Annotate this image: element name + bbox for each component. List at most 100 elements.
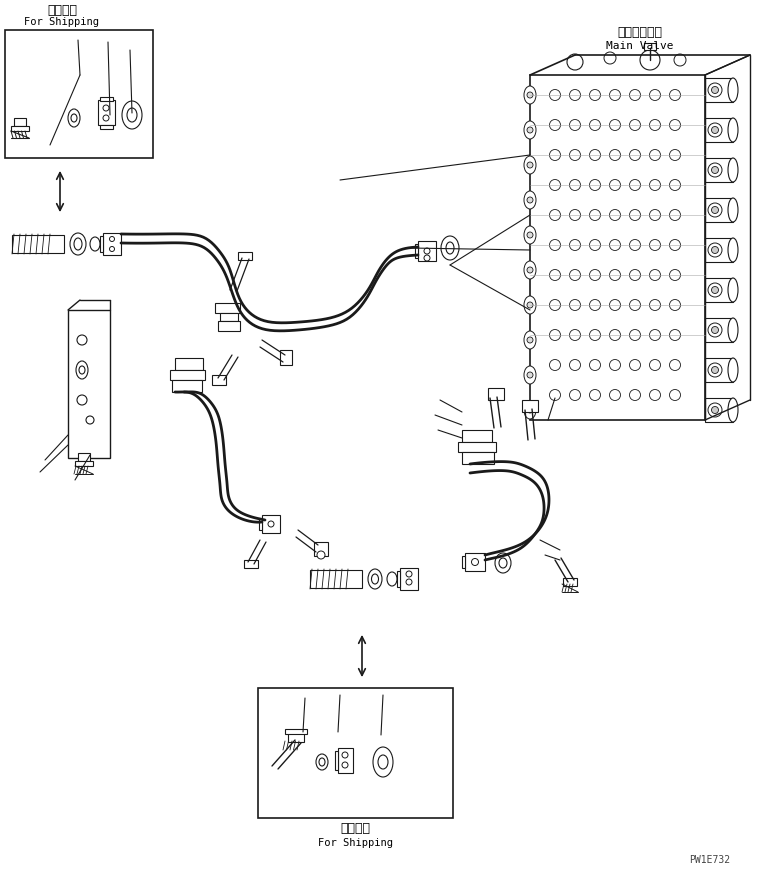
Bar [285, 729, 307, 734]
Ellipse shape [524, 121, 536, 139]
Text: For Shipping: For Shipping [24, 17, 99, 27]
Circle shape [569, 90, 581, 100]
Circle shape [424, 248, 430, 254]
Bar [259, 518, 262, 530]
Circle shape [590, 300, 600, 310]
Bar [98, 100, 115, 125]
Bar [175, 358, 203, 370]
Circle shape [708, 363, 722, 377]
Circle shape [590, 119, 600, 131]
Ellipse shape [728, 198, 738, 222]
Bar [462, 430, 492, 442]
Circle shape [650, 360, 660, 370]
Circle shape [590, 269, 600, 280]
Ellipse shape [122, 101, 142, 129]
Bar [522, 400, 538, 412]
Ellipse shape [378, 755, 388, 769]
Circle shape [712, 246, 719, 253]
Circle shape [629, 119, 641, 131]
Circle shape [650, 150, 660, 160]
Bar [100, 125, 113, 129]
Circle shape [77, 335, 87, 345]
Bar [705, 238, 733, 262]
Circle shape [103, 115, 109, 121]
Bar [170, 370, 205, 380]
Ellipse shape [71, 114, 77, 122]
Circle shape [406, 579, 412, 585]
Circle shape [650, 389, 660, 401]
Circle shape [712, 407, 719, 414]
Circle shape [550, 210, 560, 220]
Bar [258, 688, 453, 818]
Bar [75, 461, 93, 466]
Circle shape [629, 360, 641, 370]
Bar [563, 578, 577, 586]
Circle shape [708, 283, 722, 297]
Bar [215, 303, 240, 313]
Ellipse shape [499, 558, 507, 568]
Circle shape [609, 90, 621, 100]
Text: 運搜部品: 運搜部品 [340, 821, 370, 834]
Circle shape [342, 762, 348, 768]
Bar [415, 244, 418, 258]
Ellipse shape [524, 261, 536, 279]
Circle shape [527, 407, 533, 413]
Circle shape [527, 92, 533, 98]
Bar [705, 158, 733, 182]
Circle shape [550, 389, 560, 401]
Circle shape [590, 90, 600, 100]
Circle shape [550, 269, 560, 280]
Circle shape [569, 150, 581, 160]
Circle shape [527, 267, 533, 273]
Circle shape [590, 240, 600, 251]
Ellipse shape [728, 78, 738, 102]
Circle shape [669, 389, 681, 401]
Ellipse shape [728, 398, 738, 422]
Text: For Shipping: For Shipping [318, 838, 393, 848]
Bar [244, 560, 258, 568]
Ellipse shape [524, 366, 536, 384]
Circle shape [569, 300, 581, 310]
Circle shape [609, 179, 621, 191]
Circle shape [708, 243, 722, 257]
Circle shape [712, 327, 719, 334]
Ellipse shape [728, 358, 738, 382]
Circle shape [712, 367, 719, 374]
Circle shape [609, 210, 621, 220]
Circle shape [609, 329, 621, 341]
Circle shape [527, 127, 533, 133]
Circle shape [550, 300, 560, 310]
Circle shape [650, 240, 660, 251]
Circle shape [629, 329, 641, 341]
Bar [705, 318, 733, 342]
Circle shape [712, 86, 719, 93]
Ellipse shape [524, 86, 536, 104]
Ellipse shape [74, 238, 82, 250]
Circle shape [471, 558, 478, 565]
Circle shape [650, 210, 660, 220]
Ellipse shape [524, 401, 536, 419]
Ellipse shape [495, 553, 511, 573]
Ellipse shape [728, 238, 738, 262]
Bar [335, 751, 338, 770]
Bar [530, 75, 705, 420]
Circle shape [609, 389, 621, 401]
Circle shape [590, 150, 600, 160]
Bar [220, 313, 238, 321]
Bar [100, 236, 103, 252]
Circle shape [550, 179, 560, 191]
Circle shape [629, 389, 641, 401]
Circle shape [629, 269, 641, 280]
Bar [5, 30, 153, 158]
Circle shape [609, 300, 621, 310]
Ellipse shape [728, 278, 738, 302]
Circle shape [527, 372, 533, 378]
Bar [68, 310, 110, 458]
Circle shape [77, 395, 87, 405]
Circle shape [708, 323, 722, 337]
Bar [238, 252, 252, 260]
Ellipse shape [524, 296, 536, 314]
Ellipse shape [373, 747, 393, 777]
Circle shape [527, 337, 533, 343]
Ellipse shape [319, 758, 325, 766]
